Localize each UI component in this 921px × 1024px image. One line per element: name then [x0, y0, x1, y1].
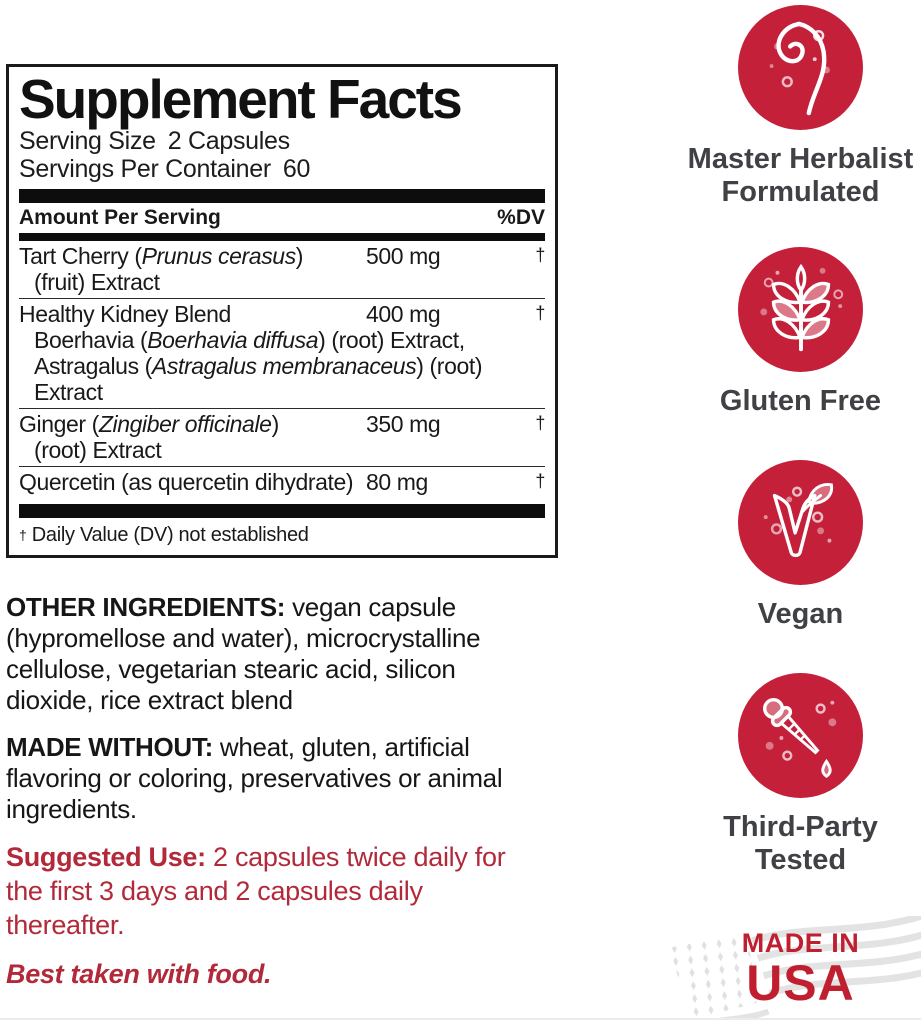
servings-per-container-line: Servings Per Container 60: [19, 155, 545, 183]
ingredient-amount: 80 mg: [366, 469, 428, 496]
divider-bar-thick: [19, 189, 545, 204]
badge-circle: [738, 460, 863, 585]
suggested-use-paragraph: Suggested Use: 2 capsules twice daily fo…: [6, 842, 506, 940]
ingredient-amount: 500 mg: [366, 243, 441, 270]
blend-component: Boerhavia (Boerhavia diffusa) (root) Ext…: [34, 327, 465, 354]
ingredient-rows: Tart Cherry (Prunus cerasus) 500 mg † (f…: [19, 241, 545, 498]
badge-label: Gluten Free: [719, 385, 882, 417]
ingredient-name: Quercetin (as quercetin dihydrate): [19, 469, 354, 496]
serving-size-value: 2 Capsules: [167, 127, 290, 156]
made-in-usa-mark: MADE IN USA: [640, 916, 921, 1018]
ingredient-dv: †: [535, 471, 545, 492]
badge-gluten-free: Gluten Free: [640, 247, 921, 418]
made-in-text: MADE IN: [741, 928, 860, 958]
suggested-use-label: Suggested Use:: [6, 842, 206, 872]
ingredient-name-line2: (fruit) Extract: [34, 269, 160, 296]
footnote-text: Daily Value (DV) not established: [31, 524, 309, 547]
ingredient-row: Tart Cherry (Prunus cerasus) 500 mg † (f…: [19, 241, 545, 298]
dv-footnote: † Daily Value (DV) not established: [19, 518, 545, 549]
ingredient-dv: †: [535, 303, 545, 324]
blend-component: Astragalus (Astragalus membranaceus) (ro…: [34, 353, 483, 380]
amount-per-serving-header: Amount Per Serving: [19, 206, 221, 230]
badge-third-party-tested: Third-Party Tested: [640, 673, 921, 877]
dv-header: %DV: [497, 206, 545, 230]
pipette-icon: [762, 697, 836, 778]
servings-label: Servings Per Container: [19, 155, 271, 184]
badge-vegan: Vegan: [640, 460, 921, 631]
ingredient-row: Ginger (Zingiber officinale) 350 mg † (r…: [19, 408, 545, 466]
badge-label: Third-Party Tested: [723, 811, 878, 876]
table-header: Amount Per Serving %DV: [19, 203, 545, 233]
badge-master-herbalist: Master Herbalist Formulated: [640, 5, 921, 209]
divider-bar-thick: [19, 504, 545, 519]
divider-bar-medium: [19, 233, 545, 242]
usa-flag-icon: [669, 916, 921, 1018]
wheat-icon: [759, 263, 843, 351]
ingredient-name: Ginger (Zingiber officinale): [19, 411, 279, 438]
dagger-symbol: †: [19, 527, 27, 544]
ingredient-amount: 400 mg: [366, 301, 441, 328]
made-without-label: MADE WITHOUT:: [6, 732, 213, 762]
serving-size-line: Serving Size 2 Capsules: [19, 127, 545, 155]
badge-circle: [738, 673, 863, 798]
ingredient-name-line2: (root) Extract: [34, 437, 162, 464]
other-ingredients-label: OTHER INGREDIENTS:: [6, 592, 286, 622]
page-edge-line: [0, 1018, 921, 1020]
badge-label: Master Herbalist Formulated: [687, 143, 914, 208]
usa-text: USA: [746, 955, 855, 1011]
other-ingredients-paragraph: OTHER INGREDIENTS: vegan capsule (hyprom…: [6, 592, 481, 715]
servings-value: 60: [282, 155, 311, 184]
serving-size-label: Serving Size: [19, 127, 156, 156]
ingredient-name: Healthy Kidney Blend: [19, 301, 231, 328]
ingredient-row: Quercetin (as quercetin dihydrate) 80 mg…: [19, 466, 545, 498]
ingredient-row: Healthy Kidney Blend 400 mg † Boerhavia …: [19, 298, 545, 408]
vegan-leaf-check-icon: [763, 482, 833, 557]
ingredient-dv: †: [535, 413, 545, 434]
ingredient-dv: †: [535, 245, 545, 266]
herbal-swirl-icon: [769, 21, 830, 115]
panel-title: Supplement Facts: [19, 68, 463, 130]
blend-component: Extract: [34, 379, 103, 406]
ingredient-name: Tart Cherry (Prunus cerasus): [19, 243, 304, 270]
supplement-facts-panel: Supplement Facts Serving Size 2 Capsules…: [6, 64, 558, 559]
made-without-paragraph: MADE WITHOUT: wheat, gluten, artificial …: [6, 732, 503, 824]
badge-circle: [738, 5, 863, 130]
ingredient-amount: 350 mg: [366, 411, 441, 438]
best-taken-note: Best taken with food.: [6, 959, 272, 989]
badge-label: Vegan: [757, 598, 844, 630]
badge-circle: [738, 247, 863, 372]
